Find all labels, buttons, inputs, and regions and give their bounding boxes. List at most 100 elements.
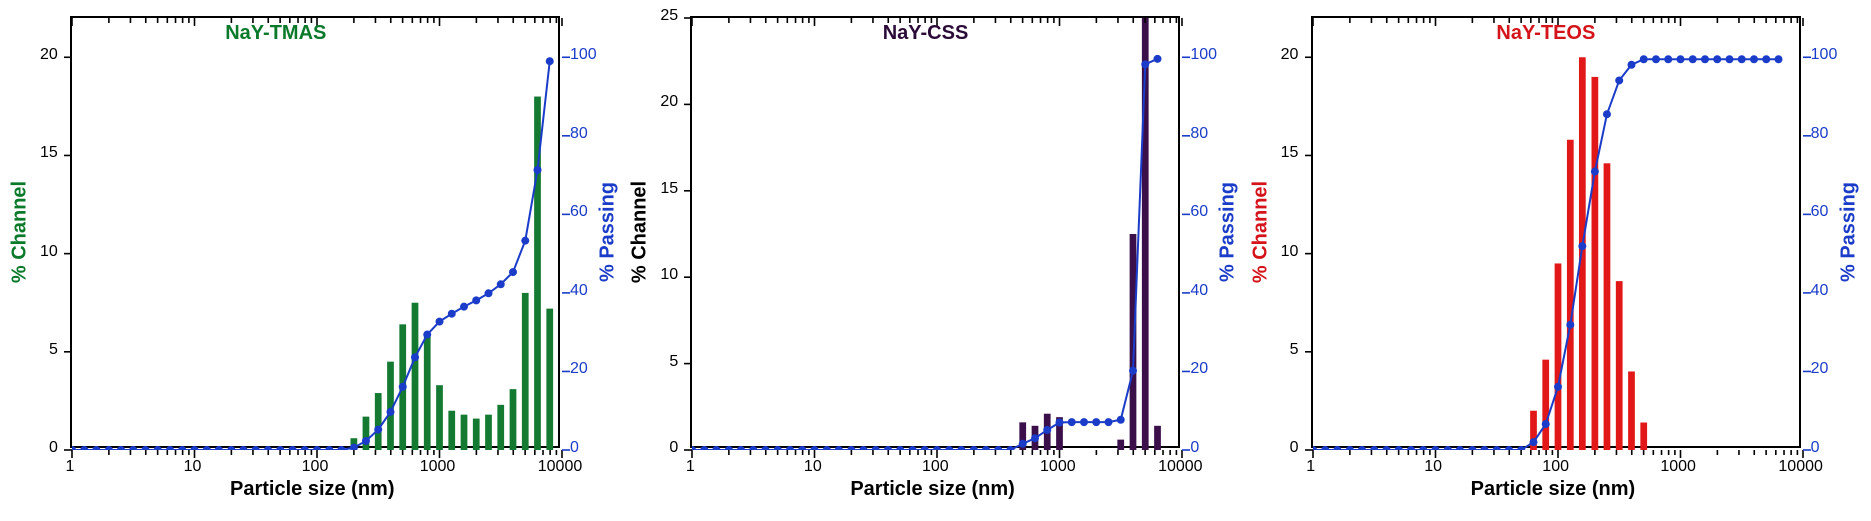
passing-marker (1713, 55, 1721, 63)
passing-marker (411, 353, 419, 361)
y-left-tick-label: 20 (1281, 46, 1299, 64)
y-left-tick-label: 10 (1281, 243, 1299, 261)
passing-line (72, 61, 550, 450)
bar (1567, 140, 1574, 450)
y-right-tick-label: 80 (1190, 125, 1208, 143)
bar (510, 389, 517, 450)
passing-marker (1093, 418, 1101, 426)
y-left-axis-label: % Channel (1249, 181, 1272, 283)
y-right-tick-label: 100 (570, 46, 597, 64)
bar (473, 419, 480, 450)
y-left-tick-label: 5 (1290, 341, 1299, 359)
y-right-tick-label: 80 (1811, 125, 1829, 143)
bars-group (351, 97, 554, 450)
bar (1542, 360, 1549, 450)
passing-marker (203, 446, 211, 454)
bar (1615, 281, 1622, 450)
y-right-tick-label: 60 (1811, 203, 1829, 221)
passing-line (692, 59, 1158, 450)
y-right-axis-label: % Passing (1217, 182, 1240, 282)
passing-marker (737, 446, 745, 454)
passing-marker (362, 437, 370, 445)
y-left-tick-label: 20 (40, 46, 58, 64)
x-tick-label: 1 (1306, 458, 1315, 476)
y-left-tick-label: 10 (660, 266, 678, 284)
y-left-tick-label: 0 (49, 439, 58, 457)
passing-marker (1774, 55, 1782, 63)
passing-marker (982, 446, 990, 454)
x-tick-label: 1000 (420, 458, 456, 476)
passing-marker (1664, 55, 1672, 63)
bar (546, 309, 553, 450)
y-right-tick-label: 40 (1190, 282, 1208, 300)
passing-marker (1068, 418, 1076, 426)
passing-line-group (68, 57, 554, 454)
passing-marker (1358, 446, 1366, 454)
y-left-tick-label: 0 (1290, 439, 1299, 457)
bar (412, 303, 419, 450)
passing-marker (701, 446, 709, 454)
passing-marker (1333, 446, 1341, 454)
ticks-group (64, 18, 570, 458)
y-left-tick-label: 10 (40, 243, 58, 261)
x-tick-label: 1 (686, 458, 695, 476)
passing-marker (399, 383, 407, 391)
passing-marker (1627, 61, 1635, 69)
passing-marker (497, 280, 505, 288)
passing-marker (1443, 446, 1451, 454)
figure-container: 11010010001000005101520020406080100Parti… (8, 8, 1863, 513)
x-tick-label: 10000 (538, 458, 583, 476)
bar (485, 415, 492, 450)
passing-line-group (688, 55, 1162, 454)
bar (1579, 57, 1586, 450)
passing-marker (374, 426, 382, 434)
x-axis-label: Particle size (nm) (230, 478, 395, 501)
bar (461, 415, 468, 450)
passing-marker (460, 303, 468, 311)
passing-marker (325, 446, 333, 454)
bar (522, 293, 529, 450)
chart-svg (72, 18, 562, 450)
passing-marker (1019, 440, 1027, 448)
passing-marker (472, 296, 480, 304)
y-right-axis-label: % Passing (597, 182, 620, 282)
x-tick-label: 10000 (1158, 458, 1203, 476)
y-right-tick-label: 60 (570, 203, 588, 221)
panel-tmas: 11010010001000005101520020406080100Parti… (8, 8, 622, 513)
passing-marker (1615, 76, 1623, 84)
passing-marker (1652, 55, 1660, 63)
passing-marker (1529, 438, 1537, 446)
passing-marker (1737, 55, 1745, 63)
passing-marker (1603, 110, 1611, 118)
y-left-tick-label: 5 (49, 341, 58, 359)
passing-marker (1554, 383, 1562, 391)
bar (1154, 426, 1161, 450)
passing-marker (1031, 434, 1039, 442)
y-left-tick-label: 20 (660, 93, 678, 111)
passing-marker (92, 446, 100, 454)
passing-marker (521, 237, 529, 245)
bar (497, 405, 504, 450)
passing-marker (860, 446, 868, 454)
passing-marker (485, 289, 493, 297)
passing-marker (436, 318, 444, 326)
bar (1130, 234, 1137, 450)
plot-area (1311, 16, 1801, 448)
passing-marker (1639, 55, 1647, 63)
passing-marker (534, 166, 542, 174)
ticks-group (684, 18, 1190, 458)
y-right-tick-label: 0 (1811, 439, 1820, 457)
bar (1118, 440, 1125, 450)
x-tick-label: 10 (804, 458, 822, 476)
plot-area (70, 16, 560, 448)
y-right-tick-label: 60 (1190, 203, 1208, 221)
x-axis-label: Particle size (nm) (1471, 478, 1636, 501)
passing-marker (448, 310, 456, 318)
bar (363, 417, 370, 450)
bar (436, 385, 443, 450)
bar (1554, 263, 1561, 450)
passing-marker (215, 446, 223, 454)
y-right-tick-label: 80 (570, 125, 588, 143)
y-right-tick-label: 40 (1811, 282, 1829, 300)
y-right-tick-label: 20 (570, 360, 588, 378)
